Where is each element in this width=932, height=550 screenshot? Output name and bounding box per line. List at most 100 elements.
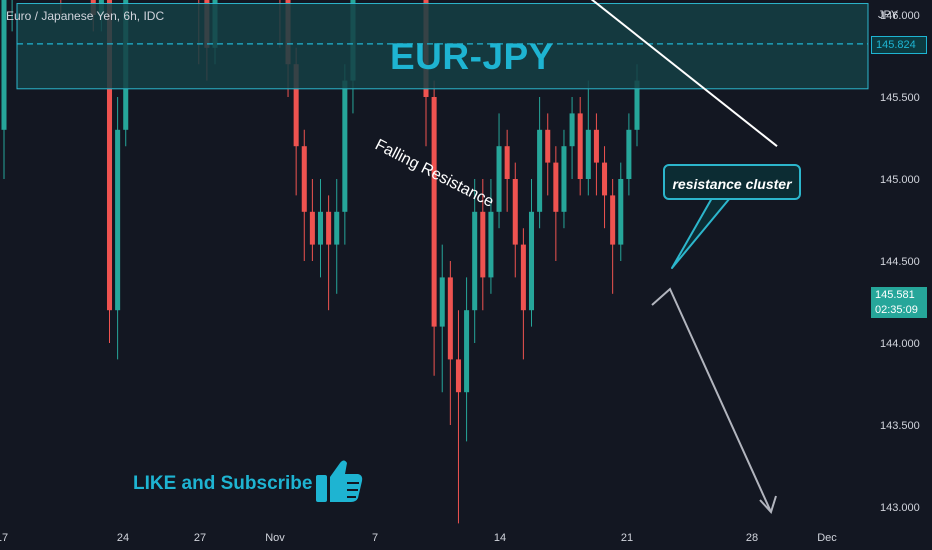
candle[interactable] bbox=[326, 195, 332, 311]
candle[interactable] bbox=[309, 179, 315, 261]
x-tick-label: 24 bbox=[117, 532, 129, 544]
drawings: Falling Resistance bbox=[16, 0, 869, 514]
candle[interactable] bbox=[561, 129, 567, 229]
candle[interactable] bbox=[512, 162, 518, 278]
candle-body bbox=[1, 0, 7, 130]
candle-body bbox=[496, 146, 502, 212]
y-tick-label: 143.500 bbox=[880, 420, 920, 432]
candle-body bbox=[577, 113, 583, 179]
candle-body bbox=[317, 211, 324, 245]
candle[interactable] bbox=[610, 179, 616, 294]
candle-body bbox=[488, 211, 494, 278]
candle[interactable] bbox=[602, 146, 608, 229]
candle-body bbox=[537, 129, 543, 212]
candle-body bbox=[561, 146, 567, 212]
x-tick-label: 28 bbox=[746, 532, 758, 544]
candle-body bbox=[626, 129, 632, 179]
thumbs-up-icon bbox=[314, 455, 364, 510]
candle[interactable] bbox=[593, 113, 599, 196]
x-tick-label: 17 bbox=[0, 532, 8, 544]
falling-resistance-trendline[interactable] bbox=[104, 0, 778, 147]
y-tick-label: 143.000 bbox=[880, 502, 920, 514]
y-tick-label: 146.000 bbox=[880, 10, 920, 22]
candle[interactable] bbox=[488, 179, 494, 294]
y-tick-label: 144.000 bbox=[880, 338, 920, 350]
candle-body bbox=[334, 211, 340, 245]
candle[interactable] bbox=[504, 129, 510, 212]
resistance-zone[interactable] bbox=[16, 3, 869, 90]
candle-body bbox=[455, 359, 461, 393]
candle-body bbox=[585, 129, 591, 179]
candle[interactable] bbox=[334, 179, 340, 294]
candle[interactable] bbox=[585, 80, 591, 196]
candle-body bbox=[106, 0, 113, 311]
candle[interactable] bbox=[106, 0, 113, 343]
candle[interactable] bbox=[317, 179, 324, 278]
candle[interactable] bbox=[10, 0, 15, 32]
callout-pointer bbox=[671, 197, 731, 269]
candle[interactable] bbox=[528, 179, 535, 327]
candle[interactable] bbox=[545, 113, 551, 196]
candle-body bbox=[342, 80, 348, 212]
y-tick-label: 145.000 bbox=[880, 174, 920, 186]
candle[interactable] bbox=[455, 310, 461, 524]
symbol-title: Euro / Japanese Yen, 6h, IDC bbox=[6, 9, 165, 23]
axis-ticks: 143.000 143.500 144.000 144.500 145.000 145.5… bbox=[0, 10, 920, 544]
candle[interactable] bbox=[537, 97, 543, 229]
candle-body bbox=[553, 162, 559, 212]
candle-body bbox=[464, 310, 470, 393]
candle-body bbox=[610, 195, 616, 245]
level-price-badge: 145.824 bbox=[871, 35, 927, 54]
candle-body bbox=[593, 129, 599, 163]
projection-path[interactable] bbox=[651, 287, 772, 513]
x-tick-label: 21 bbox=[621, 532, 633, 544]
candle-body bbox=[301, 146, 307, 212]
y-tick-label: 144.500 bbox=[880, 256, 920, 268]
candle[interactable] bbox=[464, 277, 470, 442]
candle[interactable] bbox=[1, 0, 7, 179]
candle[interactable] bbox=[626, 113, 632, 196]
last-price-badge: 145.581 bbox=[871, 287, 927, 303]
candle-body bbox=[480, 211, 486, 278]
countdown-badge: 02:35:09 bbox=[871, 302, 927, 318]
candle-body bbox=[309, 211, 315, 245]
candle[interactable] bbox=[569, 97, 575, 179]
candle[interactable] bbox=[577, 97, 583, 196]
candle-body bbox=[618, 179, 624, 245]
candle-body bbox=[512, 179, 518, 245]
candle[interactable] bbox=[496, 113, 502, 229]
candle-body bbox=[520, 244, 526, 311]
candle[interactable] bbox=[342, 64, 348, 245]
candle-body bbox=[528, 211, 535, 311]
x-tick-label: 14 bbox=[494, 532, 506, 544]
x-tick-label: Dec bbox=[817, 532, 837, 544]
candle[interactable] bbox=[301, 129, 307, 261]
currency-label: JPY bbox=[878, 9, 899, 21]
like-subscribe-text: LIKE and Subscribe bbox=[133, 473, 313, 494]
candle-body bbox=[545, 129, 551, 163]
candle[interactable] bbox=[472, 179, 478, 343]
candle[interactable] bbox=[439, 244, 445, 393]
candle-body bbox=[602, 162, 608, 196]
candle[interactable] bbox=[431, 80, 437, 376]
y-tick-label: 145.500 bbox=[880, 92, 920, 104]
candle[interactable] bbox=[520, 228, 526, 360]
candle-body bbox=[115, 129, 121, 311]
candle[interactable] bbox=[618, 162, 624, 261]
candle-body bbox=[447, 277, 453, 360]
candle[interactable] bbox=[447, 261, 453, 425]
candle[interactable] bbox=[115, 97, 121, 360]
candle-body bbox=[326, 211, 332, 245]
chart-headline: EUR-JPY bbox=[390, 36, 554, 77]
candle-body bbox=[504, 146, 510, 179]
candle-body bbox=[634, 80, 640, 130]
candle[interactable] bbox=[480, 179, 486, 311]
candle-body bbox=[472, 211, 478, 311]
arrow-head-icon bbox=[759, 495, 777, 514]
candle[interactable] bbox=[553, 146, 559, 261]
candle-body bbox=[293, 64, 299, 147]
x-tick-label: 7 bbox=[372, 532, 378, 544]
resistance-cluster-callout[interactable]: resistance cluster bbox=[663, 164, 801, 200]
